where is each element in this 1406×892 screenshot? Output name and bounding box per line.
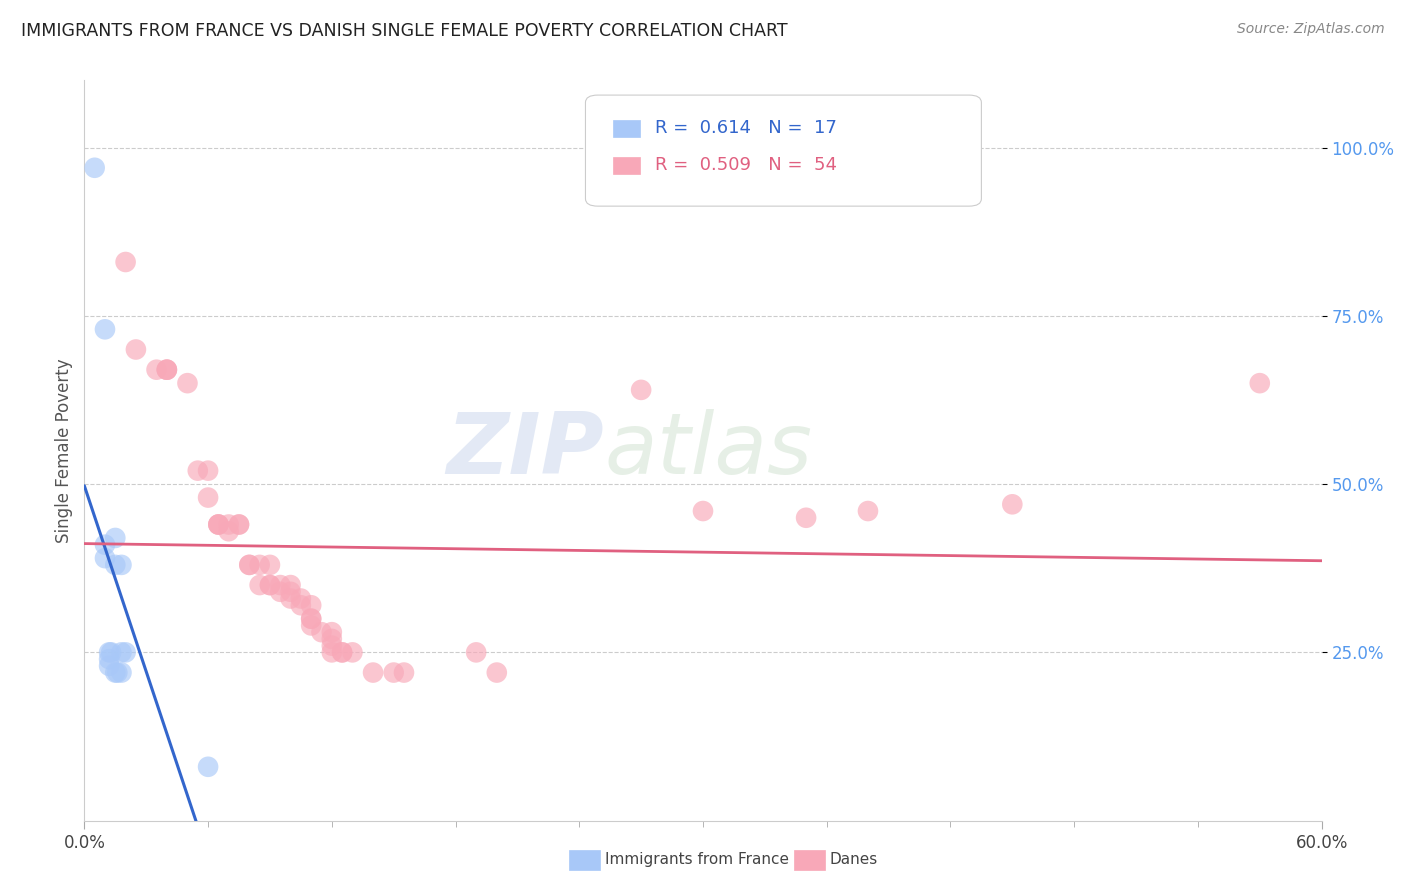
- Point: [156, 362, 179, 376]
- Point: [280, 578, 302, 592]
- Point: [94, 322, 117, 336]
- Point: [125, 343, 148, 357]
- Text: R =  0.614   N =  17: R = 0.614 N = 17: [655, 120, 837, 137]
- Text: Immigrants from France: Immigrants from France: [605, 853, 789, 867]
- Point: [321, 639, 343, 653]
- Point: [1001, 497, 1024, 511]
- Text: Danes: Danes: [830, 853, 877, 867]
- Point: [330, 645, 353, 659]
- Point: [321, 632, 343, 646]
- Point: [330, 645, 353, 659]
- Text: atlas: atlas: [605, 409, 813, 492]
- Point: [207, 517, 229, 532]
- Point: [156, 362, 179, 376]
- Point: [218, 524, 240, 539]
- Point: [1249, 376, 1271, 391]
- Point: [156, 362, 179, 376]
- Point: [280, 591, 302, 606]
- Point: [98, 652, 121, 666]
- Point: [311, 625, 333, 640]
- Point: [110, 665, 132, 680]
- Point: [114, 255, 136, 269]
- Text: Source: ZipAtlas.com: Source: ZipAtlas.com: [1237, 22, 1385, 37]
- Point: [361, 665, 384, 680]
- Point: [321, 625, 343, 640]
- Point: [218, 517, 240, 532]
- Point: [176, 376, 198, 391]
- Point: [692, 504, 714, 518]
- Point: [197, 464, 219, 478]
- Point: [299, 599, 322, 613]
- Point: [299, 618, 322, 632]
- Point: [94, 551, 117, 566]
- Text: IMMIGRANTS FROM FRANCE VS DANISH SINGLE FEMALE POVERTY CORRELATION CHART: IMMIGRANTS FROM FRANCE VS DANISH SINGLE …: [21, 22, 787, 40]
- Point: [114, 645, 136, 659]
- Point: [280, 584, 302, 599]
- Point: [207, 517, 229, 532]
- Point: [259, 558, 281, 572]
- Point: [98, 645, 121, 659]
- Point: [94, 538, 117, 552]
- Point: [228, 517, 250, 532]
- Point: [630, 383, 652, 397]
- Point: [794, 510, 817, 524]
- Point: [259, 578, 281, 592]
- Point: [321, 645, 343, 659]
- FancyBboxPatch shape: [613, 157, 640, 174]
- Point: [187, 464, 209, 478]
- Point: [83, 161, 105, 175]
- Point: [269, 578, 291, 592]
- Point: [197, 491, 219, 505]
- Point: [228, 517, 250, 532]
- Point: [104, 558, 127, 572]
- Point: [110, 558, 132, 572]
- Point: [856, 504, 879, 518]
- Point: [238, 558, 260, 572]
- Point: [98, 658, 121, 673]
- Point: [110, 645, 132, 659]
- Point: [249, 558, 271, 572]
- Point: [342, 645, 364, 659]
- Point: [104, 531, 127, 545]
- FancyBboxPatch shape: [613, 120, 640, 136]
- Point: [299, 612, 322, 626]
- Point: [105, 665, 128, 680]
- Point: [269, 584, 291, 599]
- Point: [197, 760, 219, 774]
- Point: [485, 665, 508, 680]
- Point: [100, 645, 122, 659]
- Point: [465, 645, 488, 659]
- Point: [382, 665, 405, 680]
- Point: [299, 612, 322, 626]
- Text: ZIP: ZIP: [446, 409, 605, 492]
- FancyBboxPatch shape: [585, 95, 981, 206]
- Y-axis label: Single Female Poverty: Single Female Poverty: [55, 359, 73, 542]
- Point: [290, 591, 312, 606]
- Point: [104, 665, 127, 680]
- Point: [259, 578, 281, 592]
- Point: [238, 558, 260, 572]
- Point: [290, 599, 312, 613]
- Point: [392, 665, 415, 680]
- Point: [145, 362, 167, 376]
- Point: [249, 578, 271, 592]
- Text: R =  0.509   N =  54: R = 0.509 N = 54: [655, 156, 837, 175]
- Point: [207, 517, 229, 532]
